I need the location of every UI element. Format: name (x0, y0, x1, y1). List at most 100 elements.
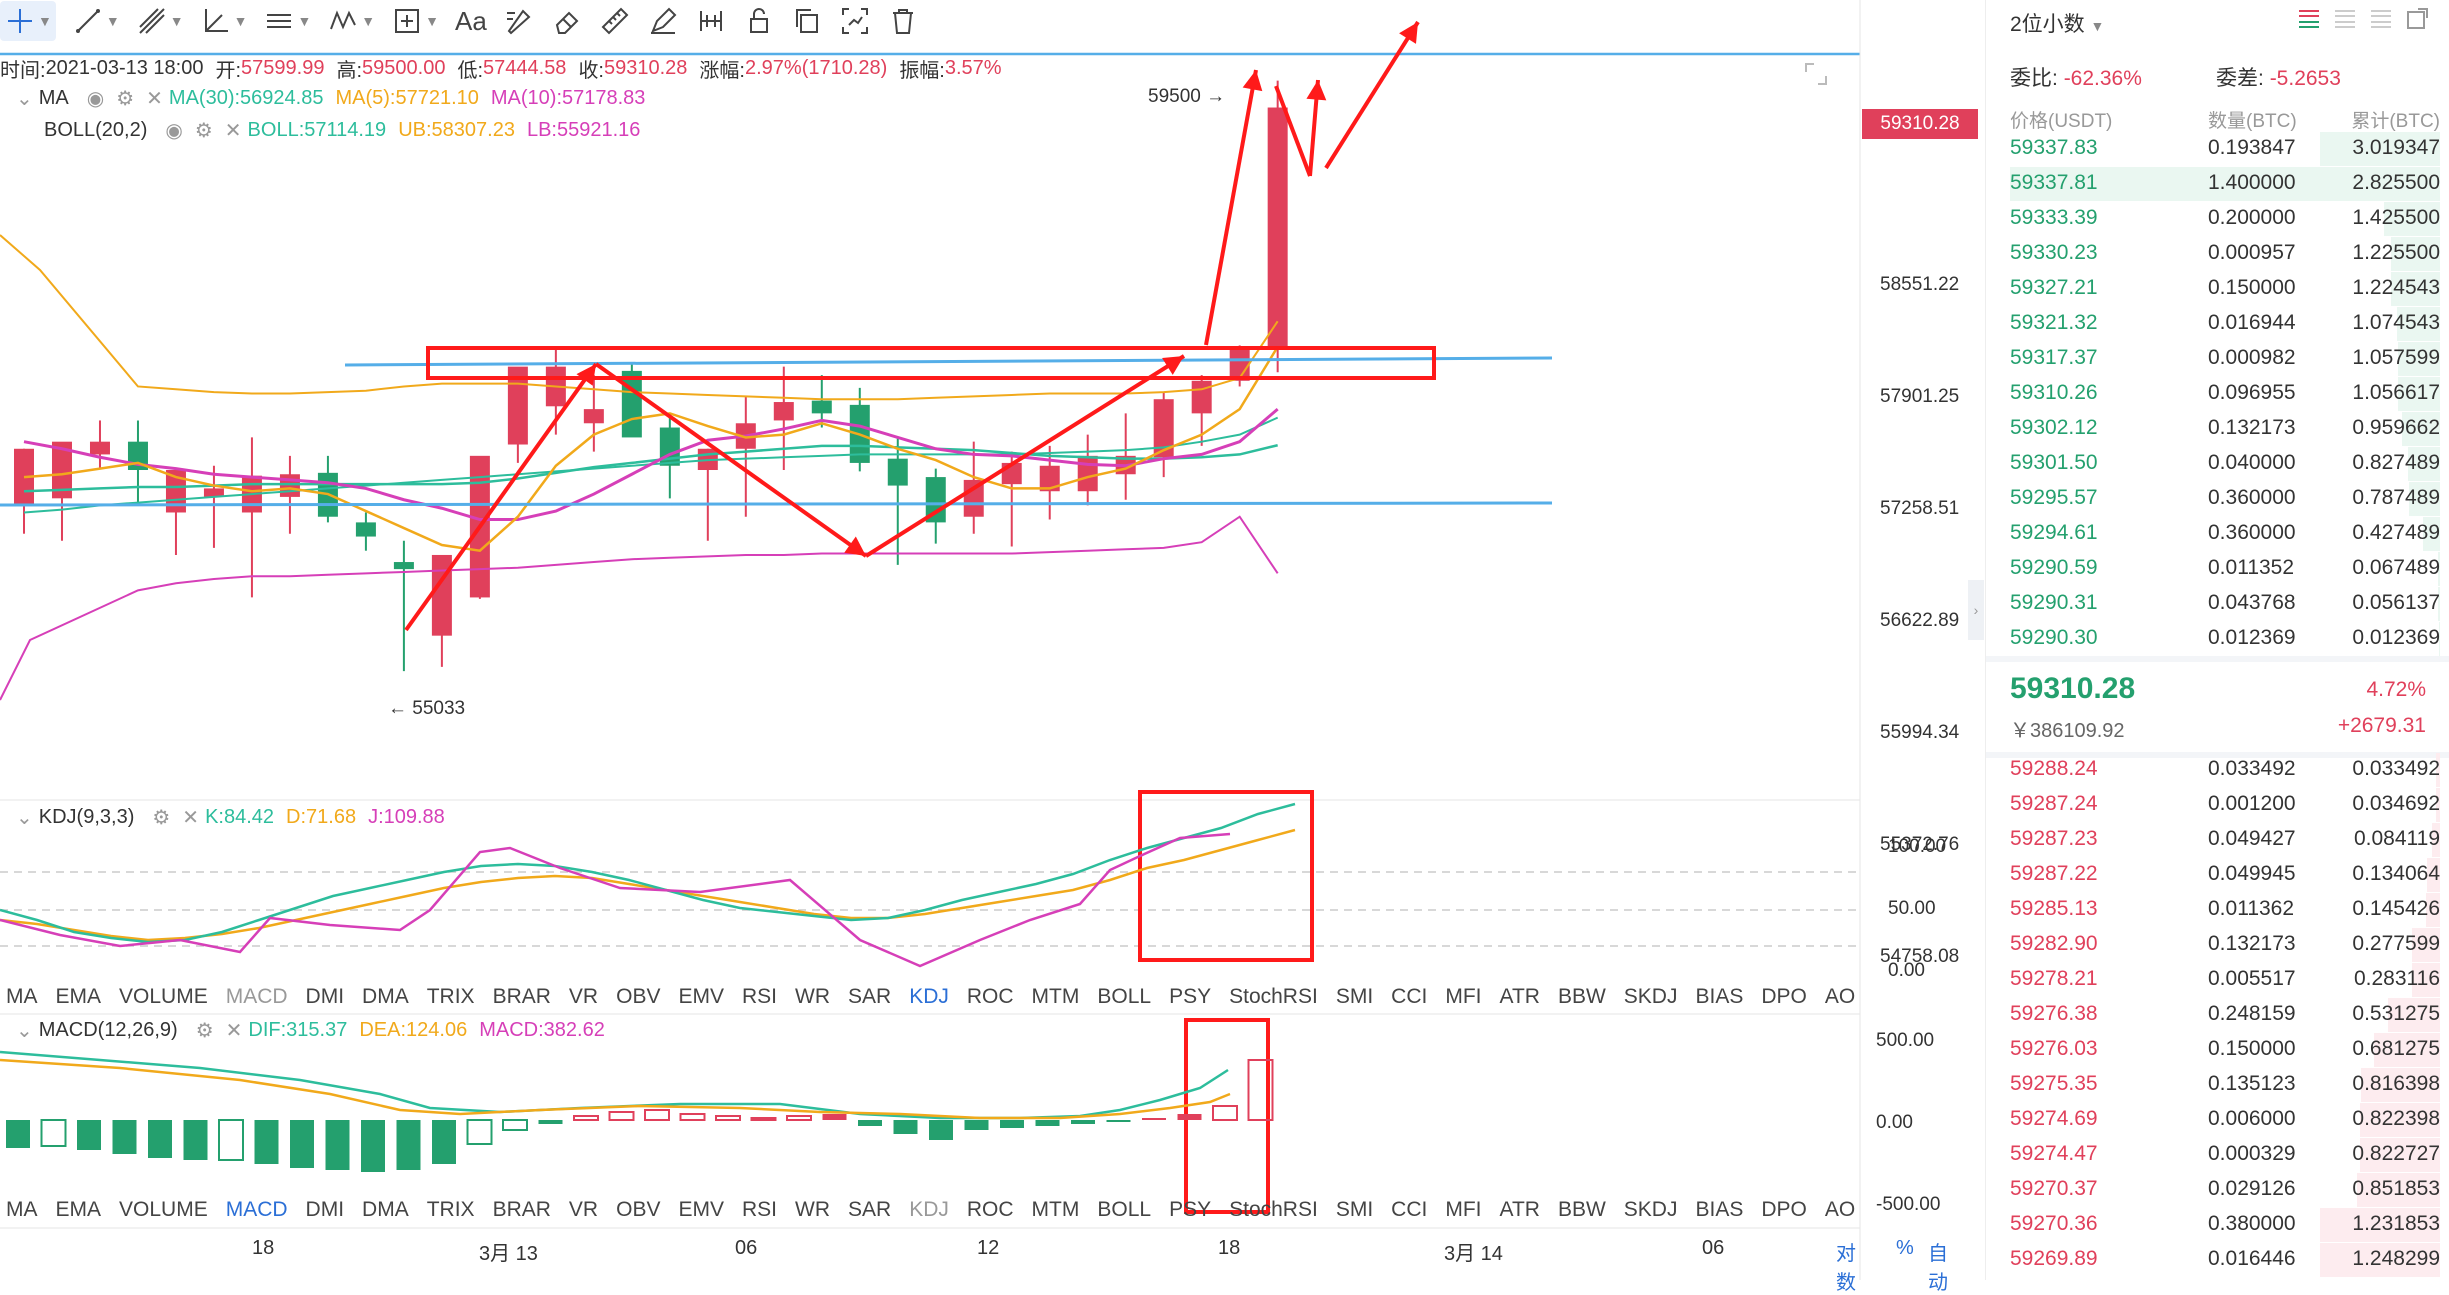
indicator-tab[interactable]: TRIX (426, 985, 475, 1008)
both-sides-view-icon[interactable] (2296, 6, 2322, 32)
log-scale-toggle[interactable]: 对数 (1836, 1243, 1856, 1294)
trash-tool[interactable] (887, 1, 919, 41)
indicator-tab[interactable]: PSY (1169, 1198, 1212, 1221)
ask-row[interactable]: 59310.26 0.096955 1.056617 (2010, 377, 2440, 411)
indicator-tab[interactable]: WR (795, 1198, 830, 1221)
indicator-tab[interactable]: SKDJ (1623, 985, 1678, 1008)
lock-tool[interactable] (743, 1, 775, 41)
candlestick-chart[interactable] (0, 0, 1862, 1280)
indicator-tab[interactable]: RSI (741, 1198, 777, 1221)
rectangle-tool[interactable]: ▼ (391, 1, 439, 41)
ask-row[interactable]: 59290.30 0.012369 0.012369 (2010, 622, 2440, 656)
close-icon[interactable]: ✕ (146, 88, 163, 110)
pen-tool[interactable] (647, 1, 679, 41)
eraser-tool[interactable] (551, 1, 583, 41)
indicator-tab[interactable]: DMI (305, 985, 345, 1008)
gear-icon[interactable]: ⚙ (194, 120, 213, 142)
bid-row[interactable]: 59270.37 0.029126 0.851853 (2010, 1173, 2440, 1207)
bid-row[interactable]: 59282.90 0.132173 0.277599 (2010, 928, 2440, 962)
copy-tool[interactable] (791, 1, 823, 41)
ask-row[interactable]: 59295.57 0.360000 0.787489 (2010, 482, 2440, 516)
ask-row[interactable]: 59290.31 0.043768 0.056137 (2010, 587, 2440, 621)
precision-select[interactable]: 2位小数 ▼ (2010, 8, 2104, 38)
indicator-tab[interactable]: VOLUME (119, 985, 208, 1008)
percent-scale-toggle[interactable]: % (1896, 1237, 1914, 1259)
asks-view-icon[interactable] (2368, 6, 2394, 32)
indicator-tab[interactable]: MA (6, 1198, 38, 1221)
indicator-tab[interactable]: DPO (1761, 985, 1807, 1008)
indicator-tab[interactable]: MA (6, 985, 38, 1008)
collapse-chevron-icon[interactable]: ⌄ (16, 88, 33, 110)
indicator-tab[interactable]: BRAR (492, 1198, 551, 1221)
ask-row[interactable]: 59337.83 0.193847 3.019347 (2010, 132, 2440, 166)
indicator-tab[interactable]: SMI (1335, 985, 1374, 1008)
indicator-tab[interactable]: RSI (741, 985, 777, 1008)
indicator-tab[interactable]: ATR (1499, 1198, 1540, 1221)
indicator-tab[interactable]: StochRSI (1229, 1198, 1318, 1221)
indicator-tab[interactable]: DMA (362, 985, 409, 1008)
indicator-tab[interactable]: EMV (678, 1198, 724, 1221)
indicator-tab[interactable]: BBW (1557, 985, 1606, 1008)
close-icon[interactable]: ✕ (224, 120, 242, 142)
indicator-tab[interactable]: EMA (55, 985, 102, 1008)
ask-row[interactable]: 59333.39 0.200000 1.425500 (2010, 202, 2440, 236)
ask-row[interactable]: 59294.61 0.360000 0.427489 (2010, 517, 2440, 551)
indicator-tab[interactable]: StochRSI (1229, 985, 1318, 1008)
bid-row[interactable]: 59287.23 0.049427 0.084119 (2010, 823, 2440, 857)
indicator-tab[interactable]: DPO (1761, 1198, 1807, 1221)
auto-scale-toggle[interactable]: 自动 (1928, 1243, 1948, 1294)
indicator-tab[interactable]: BOLL (1097, 985, 1152, 1008)
indicator-tab[interactable]: WR (795, 985, 830, 1008)
bid-row[interactable]: 59276.03 0.150000 0.681275 (2010, 1033, 2440, 1067)
indicator-tab[interactable]: KDJ (909, 985, 949, 1008)
bid-row[interactable]: 59285.13 0.011362 0.145426 (2010, 893, 2440, 927)
collapse-chevron-icon[interactable]: ⌄ (16, 1020, 33, 1042)
indicator-tab[interactable]: ATR (1499, 985, 1540, 1008)
bid-row[interactable]: 59276.38 0.248159 0.531275 (2010, 998, 2440, 1032)
horizontal-lines-tool[interactable]: ▼ (263, 1, 311, 41)
indicator-tab[interactable]: VR (568, 985, 599, 1008)
indicator-tab[interactable]: BIAS (1695, 1198, 1744, 1221)
indicator-tab[interactable]: BOLL (1097, 1198, 1152, 1221)
ask-row[interactable]: 59317.37 0.000982 1.057599 (2010, 342, 2440, 376)
ask-row[interactable]: 59302.12 0.132173 0.959662 (2010, 412, 2440, 446)
indicator-tab[interactable]: VR (568, 1198, 599, 1221)
bid-row[interactable]: 59269.89 0.016446 1.248299 (2010, 1243, 2440, 1277)
collapse-chevron-icon[interactable]: ⌄ (16, 807, 33, 829)
measure-tool[interactable] (695, 1, 727, 41)
chart-area[interactable]: ▼ ▼ ▼ ▼ ▼ ▼ ▼ Aa (0, 0, 1978, 1294)
indicator-tab[interactable]: AO (1824, 985, 1856, 1008)
indicator-tab[interactable]: BBW (1557, 1198, 1606, 1221)
gear-icon[interactable]: ⚙ (195, 1020, 214, 1042)
bids-view-icon[interactable] (2332, 6, 2358, 32)
indicator-tab[interactable]: SKDJ (1623, 1198, 1678, 1221)
indicator-tab[interactable]: PSY (1169, 985, 1212, 1008)
close-icon[interactable]: ✕ (225, 1020, 243, 1042)
ask-row[interactable]: 59330.23 0.000957 1.225500 (2010, 237, 2440, 271)
indicator-tab[interactable]: DMA (362, 1198, 409, 1221)
indicator-tab[interactable]: CCI (1391, 1198, 1428, 1221)
gear-icon[interactable]: ⚙ (116, 88, 135, 110)
indicator-tab[interactable]: MTM (1031, 985, 1080, 1008)
bid-row[interactable]: 59275.35 0.135123 0.816398 (2010, 1068, 2440, 1102)
indicator-tab[interactable]: DMI (305, 1198, 345, 1221)
eye-icon[interactable]: ◉ (165, 120, 183, 142)
popout-icon[interactable] (2404, 6, 2430, 32)
indicator-tab[interactable]: EMV (678, 985, 724, 1008)
bid-row[interactable]: 59287.22 0.049945 0.134064 (2010, 858, 2440, 892)
fullscreen-toggle[interactable] (1800, 58, 1832, 96)
indicator-tab[interactable]: OBV (616, 1198, 661, 1221)
indicator-tab[interactable]: MFI (1445, 1198, 1482, 1221)
text-tool[interactable]: Aa (455, 1, 487, 41)
parallel-lines-tool[interactable]: ▼ (136, 1, 184, 41)
indicator-tab[interactable]: VOLUME (119, 1198, 208, 1221)
trendline-tool[interactable]: ▼ (72, 1, 120, 41)
indicator-tab[interactable]: OBV (616, 985, 661, 1008)
bid-row[interactable]: 59288.24 0.033492 0.033492 (2010, 753, 2440, 787)
indicator-tab[interactable]: BIAS (1695, 985, 1744, 1008)
indicator-tab[interactable]: ROC (966, 1198, 1014, 1221)
bid-row[interactable]: 59287.24 0.001200 0.034692 (2010, 788, 2440, 822)
bid-row[interactable]: 59274.47 0.000329 0.822727 (2010, 1138, 2440, 1172)
ask-row[interactable]: 59290.59 0.011352 0.067489 (2010, 552, 2440, 586)
indicator-tab[interactable]: TRIX (426, 1198, 475, 1221)
